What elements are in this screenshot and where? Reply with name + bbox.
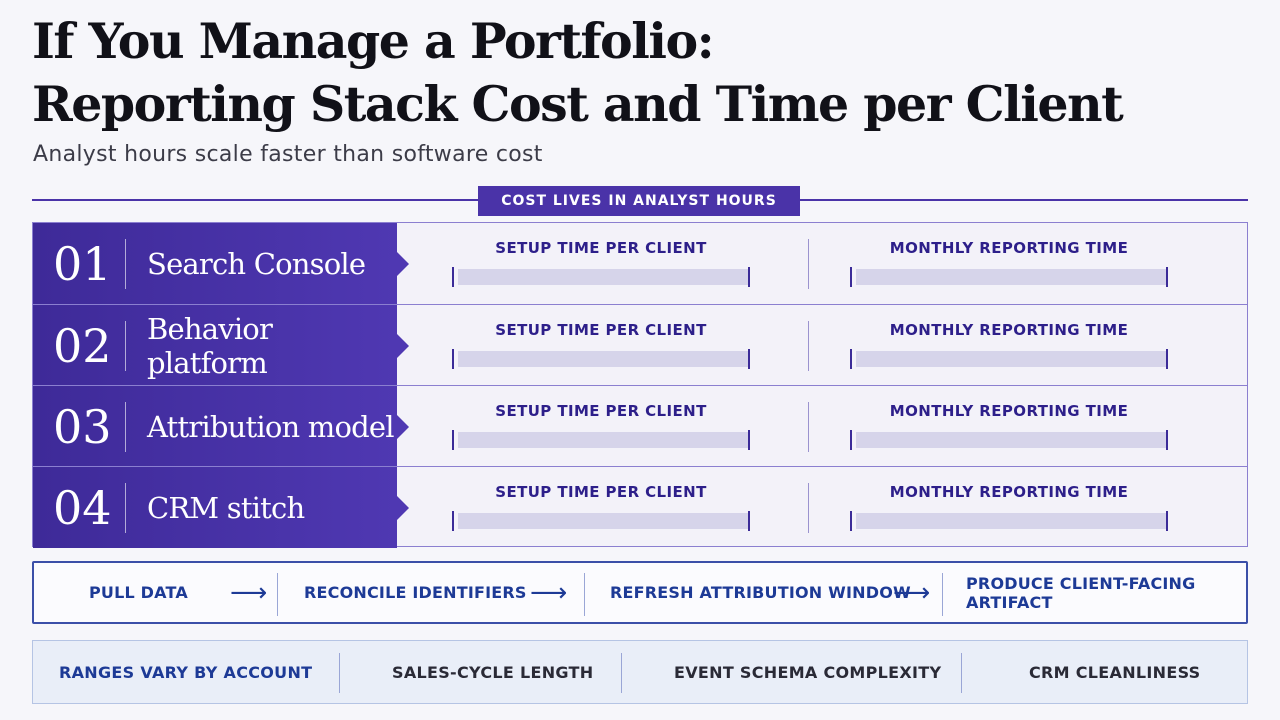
setup-time-range-bar [452,349,750,369]
monthly-time-label: MONTHLY REPORTING TIME [889,239,1129,257]
flow-separator [942,573,943,616]
tool-name: Attribution model [147,409,395,444]
row-divider [125,239,126,289]
factor-event-schema-complexity: EVENT SCHEMA COMPLEXITY [674,662,942,682]
tool-rows: 01 Search Console SETUP TIME PER CLIENT … [32,222,1248,548]
title-line-1: If You Manage a Portfolio: [32,12,715,70]
tool-row: 04 CRM stitch SETUP TIME PER CLIENT MONT… [33,466,1247,548]
metric-separator [808,321,809,371]
monthly-time-range-bar [850,511,1168,531]
row-divider [125,321,126,371]
tool-name: Search Console [147,246,366,281]
flow-step-refresh-attribution-window: REFRESH ATTRIBUTION WINDOW [610,583,911,602]
page-title: If You Manage a Portfolio: Reporting Sta… [32,10,1124,136]
monthly-time-label: MONTHLY REPORTING TIME [889,321,1129,339]
page-subtitle: Analyst hours scale faster than software… [33,142,543,167]
tool-name: Behavior platform [147,311,273,380]
setup-time-range-bar [452,430,750,450]
setup-time-range-bar [452,267,750,287]
flow-step-reconcile-identifiers: RECONCILE IDENTIFIERS [304,583,527,602]
arrow-right-icon: ⟶ [530,577,568,608]
flow-step-pull-data: PULL DATA [89,583,188,602]
flow-separator [584,573,585,616]
tool-name: CRM stitch [147,490,305,525]
metric-separator [808,483,809,533]
row-header: 02 Behavior platform [33,305,409,386]
row-number: 02 [53,318,112,373]
arrow-right-icon: ⟶ [893,577,931,608]
section-tag: COST LIVES IN ANALYST HOURS [478,186,800,216]
factor-separator [339,653,340,693]
metric-separator [808,239,809,289]
tool-row: 03 Attribution model SETUP TIME PER CLIE… [33,385,1247,467]
row-divider [125,402,126,452]
title-line-2: Reporting Stack Cost and Time per Client [32,75,1124,133]
factor-sales-cycle-length: SALES-CYCLE LENGTH [392,662,594,682]
setup-time-label: SETUP TIME PER CLIENT [495,239,707,257]
arrow-right-icon: ⟶ [230,577,268,608]
metric-separator [808,402,809,452]
row-header: 04 CRM stitch [33,467,409,548]
setup-time-label: SETUP TIME PER CLIENT [495,483,707,501]
row-number: 01 [53,236,112,291]
monthly-time-range-bar [850,267,1168,287]
flow-step-produce-client-facing-artifact: PRODUCE CLIENT-FACING ARTIFACT [966,573,1196,612]
row-header: 01 Search Console [33,223,409,304]
factors-lead-label: RANGES VARY BY ACCOUNT [59,662,313,682]
monthly-time-range-bar [850,430,1168,450]
factor-separator [621,653,622,693]
row-number: 04 [53,480,112,535]
setup-time-label: SETUP TIME PER CLIENT [495,402,707,420]
factor-separator [961,653,962,693]
row-number: 03 [53,399,112,454]
setup-time-range-bar [452,511,750,531]
tool-row: 02 Behavior platform SETUP TIME PER CLIE… [33,304,1247,386]
row-header: 03 Attribution model [33,386,409,467]
monthly-time-label: MONTHLY REPORTING TIME [889,402,1129,420]
variance-factors-strip: RANGES VARY BY ACCOUNT SALES-CYCLE LENGT… [32,640,1248,704]
factor-crm-cleanliness: CRM CLEANLINESS [1029,662,1201,682]
flow-separator [277,573,278,616]
monthly-time-label: MONTHLY REPORTING TIME [889,483,1129,501]
workflow-strip: PULL DATA ⟶ RECONCILE IDENTIFIERS ⟶ REFR… [32,561,1248,624]
setup-time-label: SETUP TIME PER CLIENT [495,321,707,339]
tool-row: 01 Search Console SETUP TIME PER CLIENT … [33,223,1247,304]
row-divider [125,483,126,533]
monthly-time-range-bar [850,349,1168,369]
